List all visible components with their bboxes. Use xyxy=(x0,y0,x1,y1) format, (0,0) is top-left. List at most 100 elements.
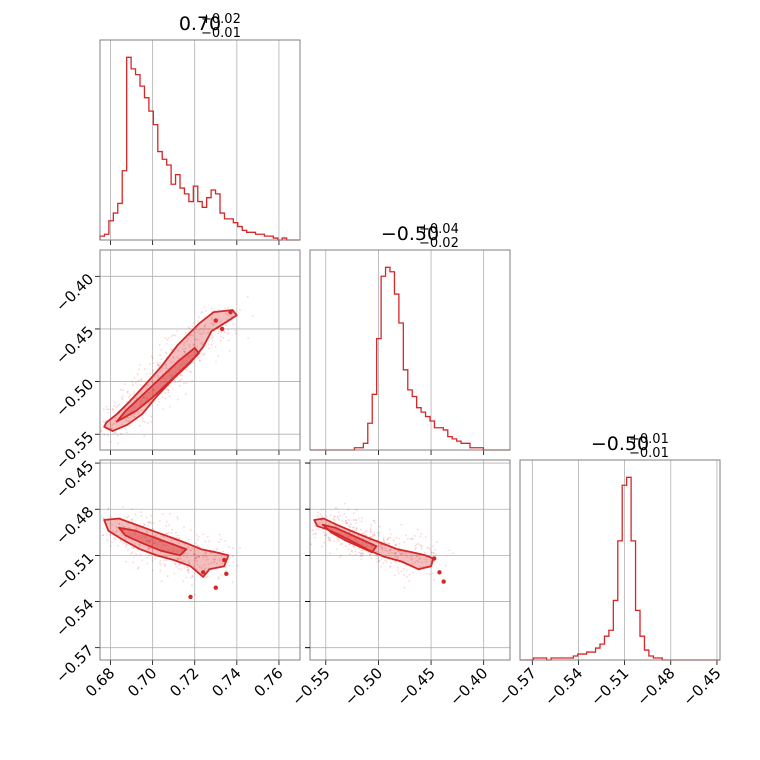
contour-island-0 xyxy=(213,318,218,323)
sample-point xyxy=(369,531,372,534)
sample-point xyxy=(180,550,183,552)
sample-point xyxy=(133,531,136,534)
sample-point xyxy=(153,558,156,561)
sample-point xyxy=(333,519,336,522)
sample-point xyxy=(174,334,177,337)
sample-point xyxy=(170,362,173,364)
sample-point xyxy=(146,539,149,542)
sample-point xyxy=(207,331,210,334)
sample-point xyxy=(201,353,204,356)
sample-point xyxy=(131,518,133,521)
contour-island-2 xyxy=(437,570,442,575)
sample-point xyxy=(145,373,148,375)
sample-point xyxy=(102,534,105,537)
sample-point xyxy=(198,565,201,568)
sample-point xyxy=(433,552,435,555)
sample-point xyxy=(136,373,139,376)
sample-point xyxy=(348,535,351,538)
sample-point xyxy=(236,565,239,567)
sample-point xyxy=(141,417,144,420)
sample-point xyxy=(355,540,358,543)
sample-point xyxy=(329,537,331,540)
sample-point xyxy=(381,546,384,549)
contour-island-2 xyxy=(188,594,193,600)
contour-line-outer xyxy=(313,517,435,571)
sample-point xyxy=(111,408,114,411)
sample-point xyxy=(143,368,146,370)
sample-point xyxy=(107,411,109,414)
sample-point xyxy=(320,508,323,511)
sample-point xyxy=(338,518,340,521)
sample-point xyxy=(186,569,189,571)
sample-point xyxy=(394,553,396,555)
sample-point xyxy=(227,561,230,563)
sample-point xyxy=(406,569,408,572)
sample-point xyxy=(178,542,181,545)
sample-point xyxy=(163,536,166,538)
sample-point xyxy=(411,557,414,560)
sample-point xyxy=(222,336,225,339)
sample-point xyxy=(189,549,192,552)
contour-island-0 xyxy=(222,557,227,563)
sample-point xyxy=(391,551,393,554)
sample-point xyxy=(91,502,93,504)
sample-point xyxy=(223,330,225,333)
sample-point xyxy=(134,533,137,536)
sample-point xyxy=(395,536,398,539)
sample-point xyxy=(124,538,127,541)
sample-point xyxy=(176,534,179,537)
sample-point xyxy=(195,328,198,331)
sample-point xyxy=(155,535,158,538)
sample-point xyxy=(129,553,132,555)
sample-point xyxy=(328,539,331,541)
sample-point xyxy=(362,552,365,555)
sample-point xyxy=(167,336,170,339)
sample-point xyxy=(147,422,149,425)
sample-point xyxy=(226,333,229,335)
sample-point xyxy=(210,318,213,321)
sample-point xyxy=(175,531,177,534)
y-tick-label-2-2: −0.51 xyxy=(52,549,97,594)
sample-point xyxy=(164,397,167,400)
sample-point xyxy=(187,560,190,562)
sample-point xyxy=(348,519,351,522)
sample-point xyxy=(139,363,142,366)
sample-point xyxy=(153,542,156,545)
sample-point xyxy=(353,537,356,540)
x-tick-label-0-3: 0.74 xyxy=(208,664,244,700)
sample-point xyxy=(143,524,146,527)
sample-point xyxy=(111,523,114,526)
contour-island-0 xyxy=(432,556,437,561)
sample-point xyxy=(403,553,406,556)
sample-point xyxy=(165,555,168,558)
contour-island-1 xyxy=(228,309,233,315)
sample-point xyxy=(348,543,351,546)
sample-point xyxy=(371,545,373,548)
sample-point xyxy=(405,554,408,557)
sample-point xyxy=(157,376,160,378)
sample-point xyxy=(177,564,180,567)
sample-point xyxy=(188,346,191,348)
sample-point xyxy=(382,562,385,564)
sample-point xyxy=(196,345,199,348)
sample-point xyxy=(191,380,194,382)
sample-point xyxy=(337,538,340,540)
sample-point xyxy=(129,394,132,396)
sample-point xyxy=(349,523,352,525)
sample-point xyxy=(206,575,209,578)
sample-point xyxy=(194,338,197,341)
sample-point xyxy=(137,536,140,538)
sample-point xyxy=(220,330,223,333)
sample-point xyxy=(104,419,107,422)
sample-point xyxy=(197,339,200,341)
sample-point xyxy=(396,556,399,559)
sample-point xyxy=(204,551,207,553)
sample-point xyxy=(111,541,113,543)
sample-point xyxy=(360,532,363,535)
sample-point xyxy=(312,533,315,536)
sample-point xyxy=(113,405,116,407)
sample-point xyxy=(430,551,433,554)
sample-point xyxy=(175,565,178,568)
sample-point xyxy=(126,416,129,419)
sample-point xyxy=(127,416,130,419)
